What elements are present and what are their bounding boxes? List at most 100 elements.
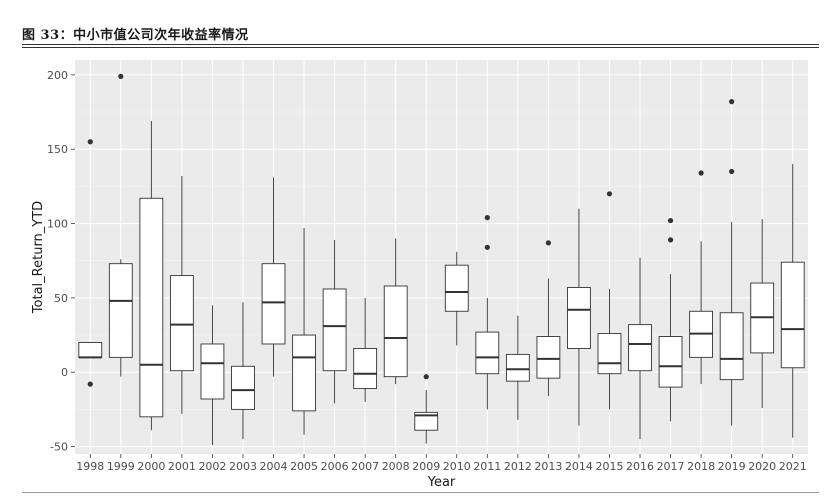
iqr-box <box>567 287 591 349</box>
box-2005 <box>292 228 316 435</box>
x-tick-label: 2012 <box>504 460 532 473</box>
iqr-box <box>200 343 225 400</box>
box-2015 <box>597 191 622 410</box>
outlier-point <box>698 170 704 176</box>
x-tick-label: 2019 <box>718 460 746 473</box>
box-2016 <box>628 257 652 440</box>
x-tick-label: 2001 <box>168 460 196 473</box>
x-tick-label: 2005 <box>290 460 318 473</box>
iqr-box <box>658 336 683 388</box>
outlier-point <box>606 191 613 197</box>
outlier-point <box>729 99 735 105</box>
box-2021 <box>780 164 805 438</box>
box-2004 <box>261 177 286 377</box>
iqr-box <box>444 264 469 312</box>
box-2019 <box>719 99 744 426</box>
iqr-box <box>322 288 347 372</box>
x-tick-label: 2003 <box>229 460 257 473</box>
caption-rule-thin <box>22 47 819 48</box>
plot-panel <box>75 60 808 454</box>
outlier-point <box>729 168 735 175</box>
x-tick-label: 2016 <box>626 460 654 473</box>
box-1998 <box>78 139 103 387</box>
figure-caption: 图 33：中小市值公司次年收益率情况 <box>22 28 249 43</box>
x-tick-label: 2015 <box>595 460 623 473</box>
box-2000 <box>139 120 164 431</box>
iqr-box <box>108 263 133 358</box>
x-tick-label: 2017 <box>657 460 685 473</box>
x-tick-label: 2018 <box>687 460 715 473</box>
box-2018 <box>689 170 714 385</box>
iqr-box <box>475 331 500 375</box>
outlier-point <box>484 244 490 250</box>
x-tick-label: 2009 <box>412 460 440 473</box>
boxes <box>78 73 805 446</box>
box-1999 <box>108 73 133 377</box>
iqr-box <box>628 324 652 372</box>
iqr-box <box>780 261 805 369</box>
y-tick-label: 200 <box>47 69 68 82</box>
outlier-point <box>545 240 551 246</box>
outlier-point <box>484 215 490 221</box>
iqr-box <box>353 347 378 390</box>
outlier-point <box>423 374 429 380</box>
y-tick-label: 50 <box>54 292 68 305</box>
iqr-box <box>719 312 744 381</box>
x-axis-title: Year <box>427 475 456 490</box>
caption-rule <box>22 44 819 45</box>
x-tick-label: 2013 <box>534 460 562 473</box>
iqr-box <box>231 365 255 410</box>
x-tick-label: 2008 <box>382 460 410 473</box>
outlier-point <box>87 139 93 145</box>
box-2007 <box>353 297 378 402</box>
iqr-box <box>78 342 103 358</box>
box-2008 <box>383 238 408 385</box>
x-tick-labels: 1998 1999 2000 2001 2002 2003 2004 2005 2006 2007… <box>76 454 807 473</box>
panel-background <box>75 60 808 454</box>
x-tick-label: 1998 <box>76 460 104 473</box>
grid-lines <box>75 60 808 454</box>
y-tick-label: 150 <box>47 143 68 156</box>
box-2020 <box>750 219 775 408</box>
bottom-rule <box>22 492 819 493</box>
x-tick-label: 2002 <box>198 460 226 473</box>
box-2014 <box>567 208 591 426</box>
x-tick-label: 2004 <box>260 460 288 473</box>
box-2010 <box>444 251 469 346</box>
x-tick-label: 2010 <box>443 460 471 473</box>
box-2001 <box>169 175 194 414</box>
x-tick-label: 2014 <box>565 460 593 473</box>
box-2006 <box>322 239 347 404</box>
box-2002 <box>200 305 225 446</box>
box-2012 <box>505 315 530 420</box>
y-tick-label: 0 <box>61 366 68 379</box>
x-tick-label: 2020 <box>748 460 776 473</box>
iqr-box <box>536 336 561 379</box>
outlier-point <box>667 217 674 224</box>
iqr-box <box>169 275 194 372</box>
iqr-box <box>383 285 408 378</box>
outlier-point <box>667 237 674 243</box>
box-2009 <box>414 374 439 444</box>
x-tick-label: 2000 <box>137 460 165 473</box>
y-tick-label: 100 <box>47 218 68 231</box>
x-tick-label: 2011 <box>473 460 501 473</box>
iqr-box <box>139 197 164 418</box>
y-tick-label: -50 <box>50 441 68 454</box>
x-tick-label: 2021 <box>779 460 807 473</box>
iqr-box <box>292 334 316 412</box>
outlier-point <box>87 381 93 387</box>
box-2013 <box>536 240 561 397</box>
x-tick-label: 1999 <box>107 460 135 473</box>
box-2017 <box>658 217 683 422</box>
x-tick-label: 2007 <box>351 460 379 473</box>
iqr-box <box>597 333 622 375</box>
box-2011 <box>475 215 500 410</box>
x-tick-label: 2006 <box>321 460 349 473</box>
iqr-box <box>414 411 439 431</box>
iqr-box <box>505 353 530 382</box>
y-axis-title: Total_Return_YTD <box>31 201 46 314</box>
iqr-box <box>261 263 286 345</box>
box-2003 <box>231 302 255 440</box>
